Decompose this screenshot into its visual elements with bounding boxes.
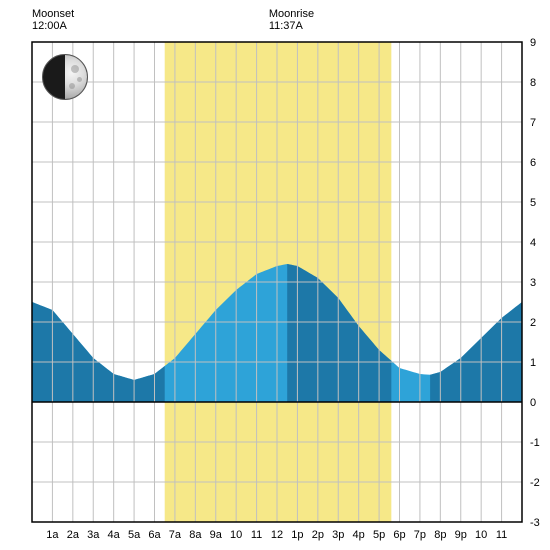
svg-text:6a: 6a — [148, 529, 161, 541]
moon-phase-icon — [42, 54, 88, 100]
svg-text:5: 5 — [530, 197, 536, 209]
svg-text:5p: 5p — [373, 529, 385, 541]
svg-text:9a: 9a — [210, 529, 223, 541]
svg-text:8: 8 — [530, 77, 536, 89]
svg-text:10: 10 — [475, 529, 487, 541]
svg-text:9: 9 — [530, 37, 536, 49]
svg-text:3p: 3p — [332, 529, 344, 541]
svg-text:-1: -1 — [530, 437, 540, 449]
svg-text:-3: -3 — [530, 517, 540, 529]
moonrise-title: Moonrise — [269, 8, 314, 20]
svg-text:4p: 4p — [353, 529, 365, 541]
moonrise-time: 11:37A — [269, 20, 314, 32]
moonset-time: 12:00A — [32, 20, 74, 32]
moonset-label: Moonset 12:00A — [32, 8, 74, 32]
svg-text:4: 4 — [530, 237, 536, 249]
svg-text:3: 3 — [530, 277, 536, 289]
svg-text:12: 12 — [271, 529, 283, 541]
svg-text:8p: 8p — [434, 529, 446, 541]
moonset-title: Moonset — [32, 8, 74, 20]
svg-text:11: 11 — [251, 529, 262, 541]
svg-text:6p: 6p — [393, 529, 405, 541]
svg-text:6: 6 — [530, 157, 536, 169]
svg-text:11: 11 — [496, 529, 507, 541]
svg-text:5a: 5a — [128, 529, 141, 541]
svg-text:1p: 1p — [291, 529, 303, 541]
svg-text:7: 7 — [530, 117, 536, 129]
svg-text:2: 2 — [530, 317, 536, 329]
svg-text:2a: 2a — [67, 529, 80, 541]
svg-text:4a: 4a — [108, 529, 121, 541]
svg-text:1: 1 — [530, 357, 536, 369]
svg-text:7p: 7p — [414, 529, 426, 541]
svg-text:7a: 7a — [169, 529, 182, 541]
svg-text:0: 0 — [530, 397, 536, 409]
svg-text:-2: -2 — [530, 477, 540, 489]
svg-text:3a: 3a — [87, 529, 100, 541]
moonrise-label: Moonrise 11:37A — [269, 8, 314, 32]
svg-text:10: 10 — [230, 529, 242, 541]
svg-text:8a: 8a — [189, 529, 202, 541]
svg-text:9p: 9p — [455, 529, 467, 541]
svg-text:2p: 2p — [312, 529, 324, 541]
tide-chart: Moonset 12:00A Moonrise 11:37A -3-2-1012… — [0, 0, 550, 550]
svg-text:1a: 1a — [46, 529, 59, 541]
